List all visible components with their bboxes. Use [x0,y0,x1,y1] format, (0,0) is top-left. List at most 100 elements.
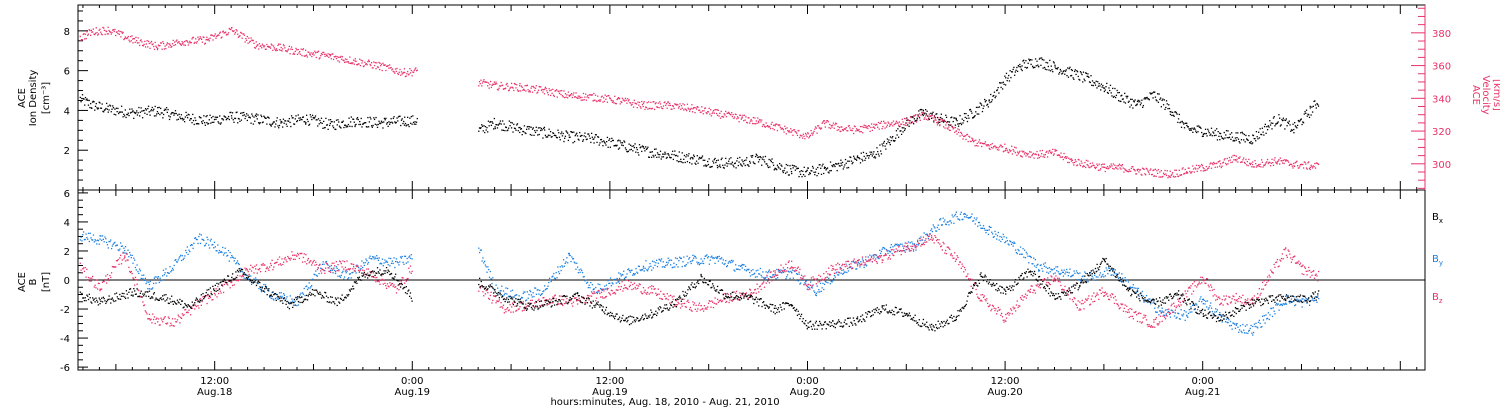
by-point [969,217,971,219]
ion-density-point [1219,139,1221,141]
ion-density-point [1106,91,1109,94]
by-point [1038,269,1040,271]
ion-density-point [262,121,264,123]
ion-density-point [634,143,636,145]
by-point [283,294,286,296]
by-point [768,269,771,271]
by-point [558,272,561,275]
ion-density-point [1001,88,1004,90]
by-point [968,217,970,219]
velocity-point [1121,163,1124,166]
ion-density-point [801,176,803,178]
velocity-point [939,124,941,126]
velocity-point [1242,159,1244,161]
velocity-point [903,123,905,126]
by-point [1184,319,1186,321]
by-point [1186,315,1188,317]
velocity-point [1121,165,1123,167]
velocity-point [268,46,270,48]
by-point [972,220,974,222]
velocity-point [374,62,376,64]
ion-density-point [1282,117,1285,119]
ion-density-point [1038,58,1041,60]
ion-density-point [610,140,612,143]
by-point [137,270,139,273]
velocity-point [1047,152,1049,154]
velocity-point [1100,168,1102,170]
ion-density-point [354,125,356,128]
ion-density-point [1308,116,1311,119]
by-point [603,288,605,290]
velocity-point [1311,167,1314,169]
ion-density-point [1290,129,1293,131]
by-point [187,253,189,256]
ion-density-point [216,116,219,118]
by-point [934,227,936,229]
velocity-ylabel-line2: Velocity [1480,75,1491,114]
velocity-point [1070,158,1073,160]
ion-density-point [782,171,785,174]
velocity-point [598,99,600,101]
velocity-point [97,34,99,36]
by-point [528,293,530,296]
ion-density-point [944,120,946,123]
by-point [388,257,390,259]
by-point [1049,271,1051,273]
by-point [580,268,582,270]
legend-bz-sub: z [1439,297,1443,305]
velocity-point [749,120,752,122]
by-point [107,247,109,249]
ion-density-point [1263,125,1266,128]
ion-density-point [355,123,357,126]
by-point [366,260,368,262]
by-point [253,278,255,280]
velocity-point [590,94,592,96]
by-point [633,274,636,276]
velocity-point [414,68,416,70]
ion-density-point [954,117,956,119]
velocity-point [1160,169,1163,172]
ion-density-point [1019,63,1021,66]
ion-density-point [804,175,806,177]
by-point [167,272,170,274]
by-point [1137,287,1139,290]
velocity-point [95,27,97,29]
velocity-point [91,31,93,33]
by-point [334,272,337,275]
velocity-point [582,92,585,95]
ion-density-point [1139,100,1141,102]
ion-density-point [1293,128,1295,131]
by-point [96,243,98,245]
velocity-point [1120,168,1122,170]
ion-density-point [175,112,177,115]
velocity-point [515,87,517,89]
ion-density-point [886,138,888,140]
velocity-point [693,106,696,109]
ion-density-point [932,111,934,113]
ion-density-point [1100,89,1102,91]
velocity-point [234,33,236,35]
by-point [342,270,344,272]
by-point [102,238,105,240]
velocity-point [228,27,230,30]
ion-density-point [120,105,123,107]
velocity-point [1091,165,1093,167]
velocity-point [683,109,685,111]
ion-density-point [1107,92,1109,94]
velocity-point [732,113,734,116]
by-point [480,249,482,251]
ion-density-point [148,111,150,113]
by-point [864,264,866,266]
by-point [1024,256,1027,259]
velocity-point [549,89,551,92]
by-point [777,277,779,279]
ion-density-point [1153,91,1155,94]
by-point [1097,276,1099,278]
by-point [1126,287,1129,289]
ion-density-point [265,117,267,119]
by-point [1010,240,1012,243]
by-point [865,265,868,267]
velocity-point [907,119,910,122]
velocity-point [479,83,481,85]
ion-density-point [1039,57,1041,59]
